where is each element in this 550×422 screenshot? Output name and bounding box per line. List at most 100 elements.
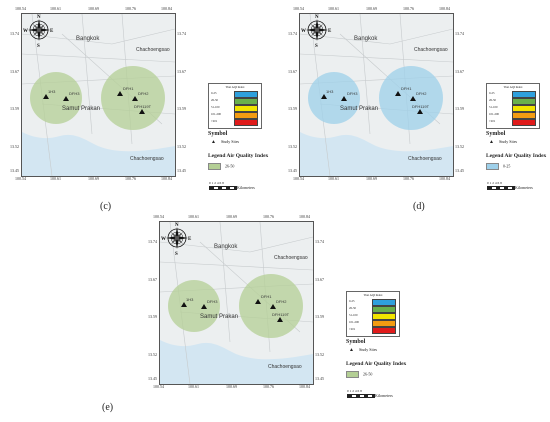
aqi-range-label: 51-100 (349, 313, 358, 317)
study-site-marker (117, 91, 123, 96)
study-site-marker (395, 91, 401, 96)
aqi-table-title: Thai AQI Index (503, 85, 523, 89)
scale-bar-graphic (487, 186, 515, 190)
aqi-color-swatch (234, 91, 258, 98)
site-label: DFH119T (412, 104, 430, 109)
map-panel-d: 100.54 100.84 100.76 100.69 100.61 (288, 4, 546, 213)
city-label-chachoengsao: Chachoengsao (130, 156, 164, 162)
scale-numbers: 0 1 2 4 6 8 (487, 181, 502, 185)
site-label: 1H3 (186, 297, 194, 302)
map-panel-c: 100.54 100.84 100.76 100.69 100.61 (10, 4, 268, 213)
lat-tick-right: 13.59 (455, 106, 464, 111)
lon-tick-bottom: 100.69 (366, 176, 377, 181)
aqi-table-title: Thai AQI Index (225, 85, 245, 89)
lon-tick-bottom: 100.54 (15, 176, 26, 181)
city-label-chachoengsao: Chachoengsao (408, 156, 442, 162)
aqi-zone-east (239, 274, 303, 338)
site-label: DFH1 (401, 86, 412, 91)
aqi-color-swatch (372, 320, 396, 327)
lat-tick-right: 13.74 (177, 31, 186, 36)
lat-tick-right: 13.52 (455, 144, 464, 149)
lon-tick-top: 100.54 (15, 6, 26, 11)
study-site-marker (201, 304, 207, 309)
lat-tick-right: 13.52 (177, 144, 186, 149)
aqi-range-label: 51-100 (489, 105, 498, 109)
site-label: DFH3 (347, 91, 358, 96)
lat-tick-right: 13.45 (455, 168, 464, 173)
study-site-markers (181, 299, 283, 322)
site-label: DFH119T (134, 104, 152, 109)
map-panel-e: 100.54 100.84 100.76 100.69 100.61 (102, 212, 406, 414)
legend-swatch (208, 163, 221, 170)
aqi-range-label: 0-25 (211, 91, 217, 95)
aqi-index-table: Thai AQI Index 0-25 26-50 51-100 101-200 >20… (486, 83, 540, 129)
symbol-study-sites: ▲ Study Sites (211, 139, 239, 145)
map-frame: 1H3 DFH3 DFH1 DFH2 DFH119T Bangkok Chach… (159, 221, 314, 385)
site-label: 1H3 (326, 89, 334, 94)
lat-tick-left: 13.59 (148, 314, 157, 319)
site-label: DFH2 (416, 91, 427, 96)
lat-tick-left: 13.67 (148, 277, 157, 282)
study-site-marker (132, 96, 138, 101)
legend-aqi-class: 26-50 (363, 371, 373, 377)
site-label: DFH119T (272, 312, 290, 317)
aqi-range-label: 0-25 (349, 299, 355, 303)
city-label-bangkok: Bangkok (76, 36, 100, 42)
compass-north-label: N (315, 15, 319, 20)
lat-tick-left: 13.74 (148, 239, 157, 244)
legend-title: Legend Air Quality Index (346, 361, 407, 367)
symbol-study-sites-label: Study Sites (358, 347, 378, 352)
symbol-study-sites: ▲ Study Sites (489, 139, 517, 145)
legend-aqi-entry: 26-50 (208, 163, 234, 170)
compass-rose-icon (166, 227, 188, 249)
scale-unit: Kilometers (375, 393, 393, 398)
symbol-title: Symbol (346, 339, 366, 345)
lon-tick-bottom: 100.54 (293, 176, 304, 181)
lon-tick-top: 100.84 (299, 214, 310, 219)
lon-tick-bottom: 100.84 (439, 176, 450, 181)
aqi-table-row: 26-50 (349, 306, 397, 313)
symbol-title: Symbol (486, 131, 506, 137)
aqi-table-row: 0-25 (489, 91, 537, 98)
scale-numbers: 0 1 2 4 6 8 (209, 181, 224, 185)
sea-area (300, 132, 453, 176)
aqi-table-row: >201 (211, 119, 259, 126)
lon-tick-top: 100.69 (226, 214, 237, 219)
study-site-marker (181, 302, 187, 307)
aqi-color-swatch (512, 105, 536, 112)
lon-tick-top: 100.76 (125, 6, 136, 11)
map-frame: 1H3 DFH3 DFH1 DFH2 DFH119T Bangkok Chach… (299, 13, 454, 177)
map-legend: Thai AQI Index 0-25 26-50 51-100 101-200 >20… (194, 83, 286, 195)
aqi-color-swatch (234, 105, 258, 112)
aqi-color-swatch (512, 91, 536, 98)
symbol-study-sites-label: Study Sites (220, 139, 240, 144)
site-label: DFH2 (276, 299, 287, 304)
lat-tick-right: 13.74 (455, 31, 464, 36)
lat-tick-left: 13.59 (288, 106, 297, 111)
scale-bar: 0 1 2 4 6 8 Kilometers (347, 389, 417, 401)
study-site-markers (43, 91, 145, 114)
study-site-marker (255, 299, 261, 304)
symbol-title: Symbol (208, 131, 228, 137)
lon-tick-top: 100.54 (293, 6, 304, 11)
lat-tick-left: 13.52 (148, 352, 157, 357)
lon-tick-bottom: 100.61 (188, 384, 199, 389)
scale-unit: Kilometers (237, 185, 255, 190)
lat-tick-left: 13.74 (10, 31, 19, 36)
lat-tick-right: 13.67 (177, 69, 186, 74)
site-label: DFH2 (138, 91, 149, 96)
aqi-zone-west (168, 280, 220, 332)
lon-tick-bottom: 100.61 (328, 176, 339, 181)
aqi-color-swatch (512, 112, 536, 119)
panel-caption: (e) (102, 402, 114, 413)
scale-bar-graphic (209, 186, 237, 190)
study-site-marker (43, 94, 49, 99)
aqi-table-row: 0-25 (211, 91, 259, 98)
compass-south-label: S (37, 44, 40, 49)
sea-area (160, 340, 313, 384)
panel-caption: (d) (413, 201, 425, 212)
study-site-marker (139, 109, 145, 114)
lat-tick-left: 13.52 (288, 144, 297, 149)
aqi-table-row: 26-50 (489, 98, 537, 105)
aqi-table-row: 51-100 (349, 313, 397, 320)
